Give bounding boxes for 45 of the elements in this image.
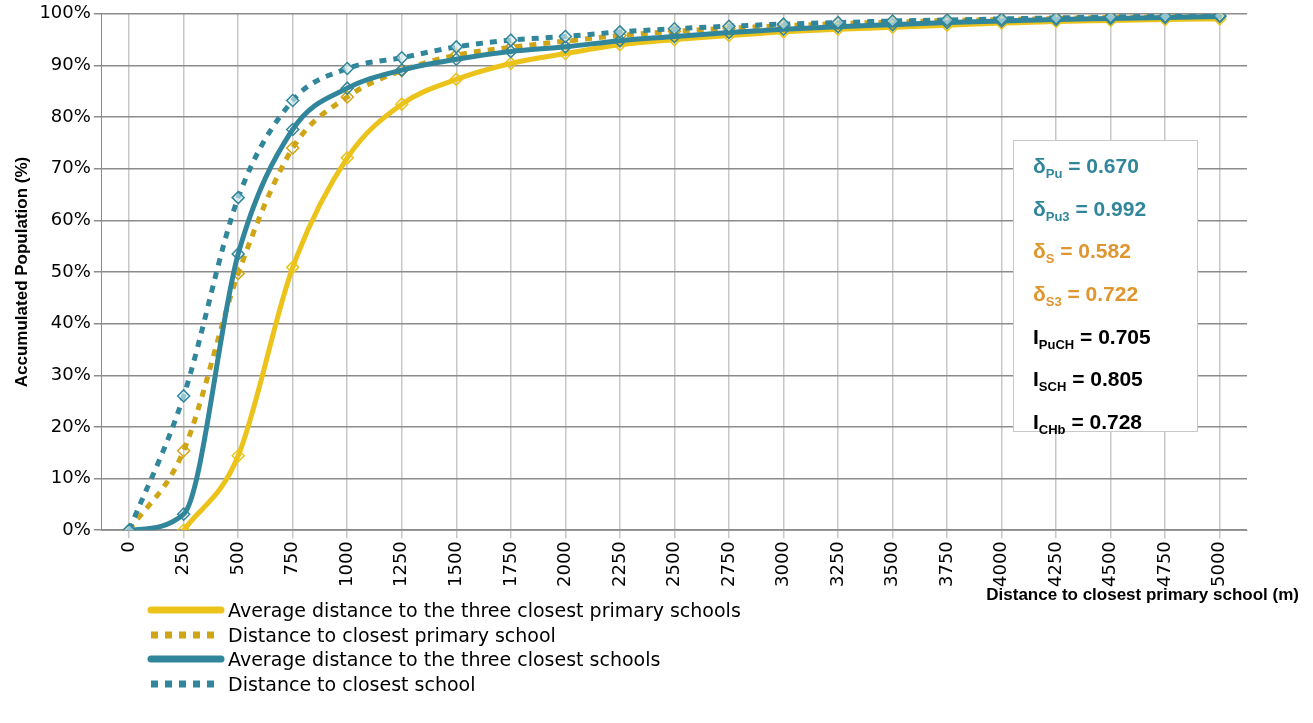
x-tick-label: 1500	[443, 541, 465, 587]
x-tick-label: 750	[280, 541, 302, 576]
legend-label: Distance to closest primary school	[228, 622, 556, 647]
annotation: δ$_{Pu}$ = 0.670	[1033, 153, 1140, 184]
x-tick-label: 4750	[1152, 541, 1174, 587]
legend-label: Average distance to the three closest schools	[228, 647, 661, 672]
x-tick-label: 2750	[716, 541, 738, 587]
y-axis-title: Accumulated Population (%)	[11, 156, 31, 388]
x-tick-label: 4500	[1098, 541, 1120, 587]
x-tick-label: 3250	[825, 541, 847, 587]
x-tick-label: 2250	[607, 541, 629, 587]
annotation: I$_{SCH}$ = 0.805	[1033, 366, 1144, 397]
y-tick-label: 60%	[50, 208, 91, 230]
x-tick-label: 0	[116, 541, 138, 553]
legend-label: Average distance to the three closest primary schools	[228, 598, 741, 623]
x-tick-label: 1750	[498, 541, 520, 587]
annotation: δ$_{S}$ = 0.582	[1033, 238, 1132, 269]
y-tick-label: 50%	[50, 259, 91, 281]
x-tick-label: 3750	[934, 541, 956, 587]
annotation: δ$_{S3}$ = 0.722	[1033, 281, 1140, 312]
y-tick-label: 20%	[50, 414, 91, 436]
x-tick-label: 5000	[1207, 541, 1229, 587]
annotation: I$_{PuCH}$ = 0.705	[1033, 323, 1152, 354]
y-tick-label: 70%	[50, 156, 91, 178]
x-tick-label: 1000	[334, 541, 356, 587]
x-tick-label: 250	[171, 541, 193, 576]
y-tick-label: 0%	[62, 517, 91, 539]
x-tick-label: 500	[225, 541, 247, 576]
x-tick-label: 2000	[553, 541, 575, 587]
legend-label: Distance to closest school	[228, 671, 476, 696]
y-tick-label: 10%	[50, 466, 91, 488]
x-tick-label: 4000	[989, 541, 1011, 587]
annotation: I$_{CHb}$ = 0.728	[1033, 409, 1144, 440]
x-tick-label: 1250	[389, 541, 411, 587]
y-tick-label: 30%	[50, 362, 91, 384]
x-axis-title: Distance to closest primary school (m)	[986, 585, 1299, 605]
y-tick-label: 90%	[50, 53, 91, 75]
y-tick-label: 40%	[50, 311, 91, 333]
y-tick-label: 100%	[39, 1, 91, 23]
annotation: δ$_{Pu3}$ = 0.992	[1033, 195, 1148, 226]
x-tick-label: 3000	[771, 541, 793, 587]
y-tick-label: 80%	[50, 104, 91, 126]
x-tick-label: 3500	[880, 541, 902, 587]
x-tick-label: 2500	[662, 541, 684, 587]
x-tick-label: 4250	[1043, 541, 1065, 587]
